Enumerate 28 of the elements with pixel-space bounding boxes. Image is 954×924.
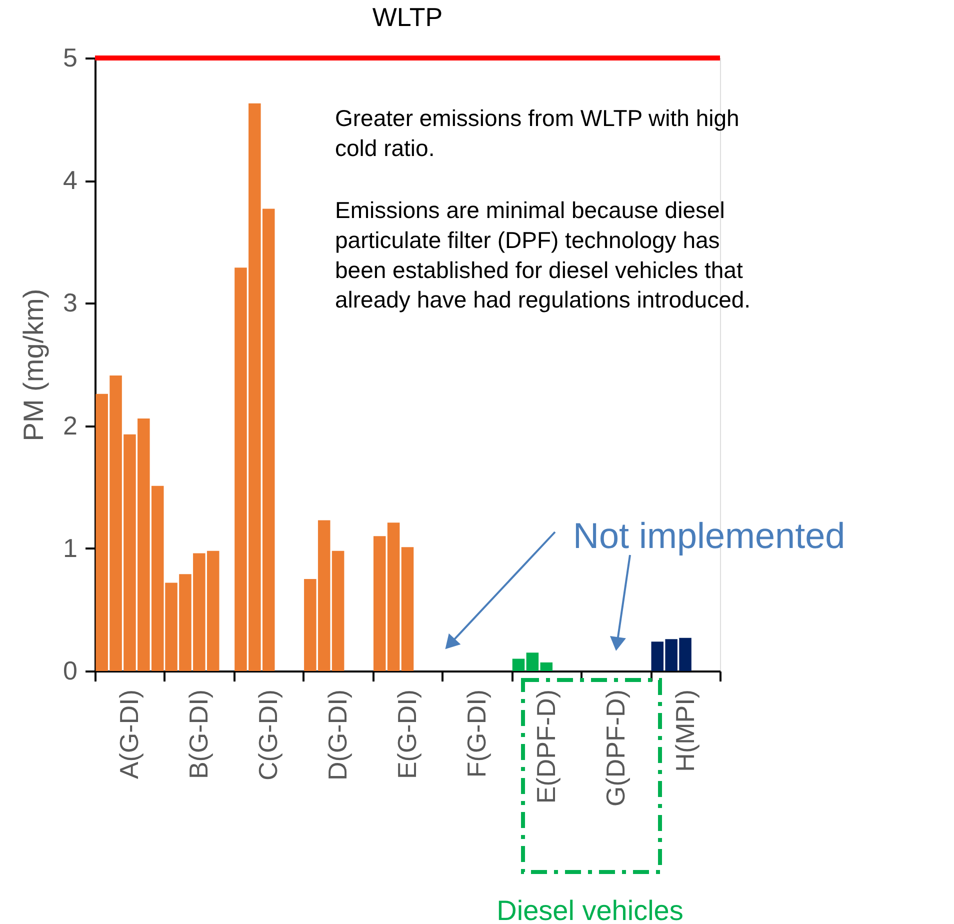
bar (373, 536, 386, 671)
y-tick-label: 0 (63, 656, 78, 686)
y-axis-title: PM (mg/km) (18, 288, 50, 442)
x-tick-label: E(G-DI) (392, 690, 422, 780)
annotation: Greater emissions from WLTP with high cold ratio. (335, 105, 740, 161)
x-tick-label: D(G-DI) (322, 690, 353, 780)
text: Diesel vehicles (496, 895, 684, 924)
y-tick-label: 3 (63, 288, 78, 318)
bar (332, 550, 344, 671)
y-tick-label: 4 (63, 165, 78, 196)
bar (401, 547, 414, 671)
x-tick-label: H(MPI) (670, 690, 700, 772)
y-tick-label: 2 (63, 410, 78, 440)
chart-title: WLTP (372, 2, 443, 32)
bar (540, 662, 553, 671)
x-tick-label: A(G-DI) (114, 690, 144, 780)
x-tick-label: B(G-DI) (184, 690, 214, 780)
x-tick-label: C(G-DI) (253, 690, 284, 780)
x-tick-label: F(G-DI) (461, 690, 492, 778)
bar (387, 522, 400, 671)
bar (526, 652, 539, 671)
y-tick-label: 1 (63, 532, 78, 563)
annotation: Emissions are minimal because diesel particulate filter (DPF) technology has been established for diesel vehicles that already have had regulations introduced. (335, 197, 751, 313)
x-tick-label: E(DPF-D) (530, 690, 561, 804)
annotation: Not implemented (573, 515, 846, 556)
y-tick-label: 5 (63, 42, 78, 72)
x-tick-label: G(DPF-D) (600, 690, 630, 806)
bar (512, 658, 525, 671)
